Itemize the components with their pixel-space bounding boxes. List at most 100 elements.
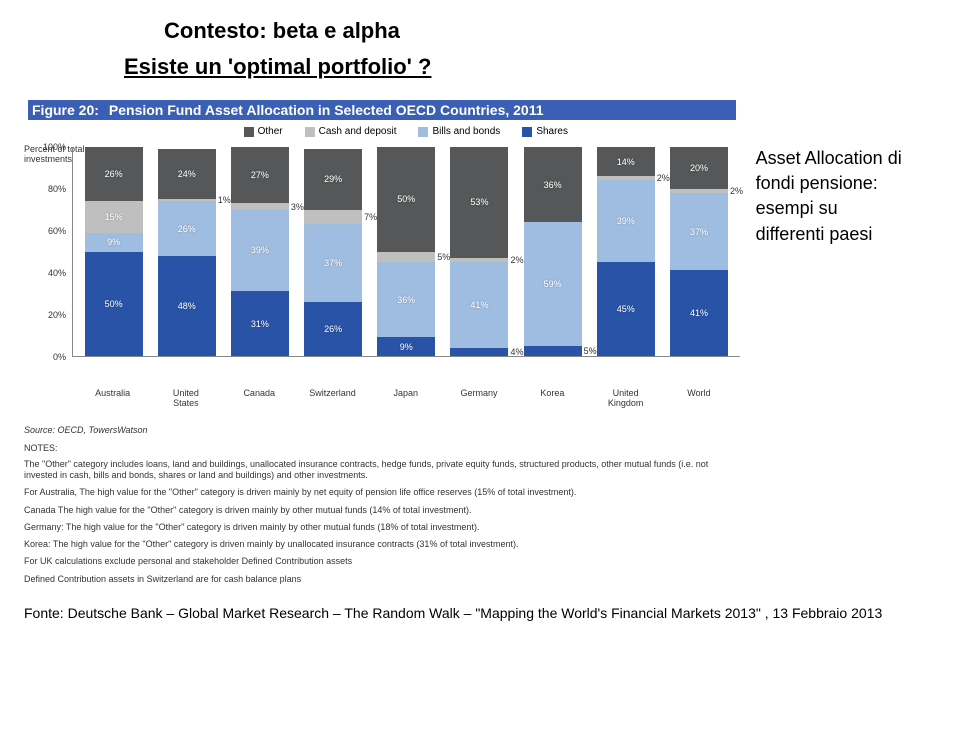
- bar-segment: 41%: [450, 262, 508, 348]
- bar-segment-label: 24%: [178, 169, 196, 179]
- category-label: Australia: [84, 389, 142, 409]
- figure-container: Figure 20: Pension Fund Asset Allocation…: [24, 98, 740, 591]
- bar-segment-label: 5%: [584, 346, 597, 356]
- bar-segment: 27%: [231, 147, 289, 203]
- legend-item: Shares: [522, 126, 568, 137]
- bar-column: 41% 37% 2% 20%: [670, 147, 728, 356]
- legend-item: Other: [244, 126, 283, 137]
- bar-segment-label: 2%: [657, 173, 670, 183]
- legend-label: Cash and deposit: [319, 126, 397, 137]
- bar-segment-label: 26%: [105, 169, 123, 179]
- note-line: The "Other" category includes loans, lan…: [24, 459, 740, 482]
- bar-segment: 50%: [85, 252, 143, 357]
- bar-segment: 39%: [231, 210, 289, 292]
- figure-number: Figure 20:: [28, 100, 103, 120]
- bar-segment-label: 2%: [510, 255, 523, 265]
- bar-column: 4%41%2%53%: [450, 147, 508, 356]
- legend-swatch: [244, 127, 254, 137]
- bar-segment-label: 37%: [690, 227, 708, 237]
- bar-segment-label: 4%: [510, 347, 523, 357]
- bar-segment: 1%: [158, 199, 216, 201]
- bar-segment: 50%: [377, 147, 435, 252]
- bar-segment-label: 31%: [251, 319, 269, 329]
- bar-segment-label: 41%: [470, 300, 488, 310]
- category-label: World: [670, 389, 728, 409]
- bar-segment-label: 14%: [617, 157, 635, 167]
- note-line: For Australia, The high value for the "O…: [24, 487, 740, 498]
- legend-swatch: [418, 127, 428, 137]
- bar-segment: 7%: [304, 210, 362, 225]
- bar-segment-label: 9%: [107, 237, 120, 247]
- category-label: UnitedKingdom: [597, 389, 655, 409]
- note-line: For UK calculations exclude personal and…: [24, 556, 740, 567]
- bar-segment-label: 53%: [470, 197, 488, 207]
- bar-segment-label: 3%: [291, 202, 304, 212]
- bar-segment-label: 39%: [251, 245, 269, 255]
- bar-segment: 26%: [158, 201, 216, 255]
- bar-segment-label: 37%: [324, 258, 342, 268]
- bar-segment: 5%: [524, 346, 582, 356]
- side-line: fondi pensione:: [756, 171, 936, 196]
- bar-segment: 20%: [670, 147, 728, 189]
- bar-segment: 31%: [231, 291, 289, 356]
- category-label: Canada: [230, 389, 288, 409]
- bar-segment-label: 7%: [364, 212, 377, 222]
- bar-segment: 2%: [670, 189, 728, 193]
- bar-segment: 59%: [524, 222, 582, 345]
- bar-column: 45%39%2%14%: [597, 147, 655, 356]
- bar-segment-label: 20%: [690, 163, 708, 173]
- legend-label: Shares: [536, 126, 568, 137]
- bar-segment-label: 9%: [400, 342, 413, 352]
- footer-citation: Fonte: Deutsche Bank – Global Market Res…: [24, 605, 936, 621]
- side-line: Asset Allocation di: [756, 146, 936, 171]
- bar-segment-label: 2%: [730, 186, 743, 196]
- bar-column: 48%26%1%24%: [158, 147, 216, 356]
- bar-segment: 9%: [377, 337, 435, 356]
- bar-segment: 24%: [158, 149, 216, 199]
- notes-heading: NOTES:: [24, 443, 740, 453]
- bar-segment: 26%: [304, 302, 362, 356]
- y-axis-ticks: 0%20%40%60%80%100%: [44, 157, 70, 367]
- legend-swatch: [522, 127, 532, 137]
- category-label: Switzerland: [303, 389, 361, 409]
- bar-segment: 4%: [450, 348, 508, 356]
- bar-segment-label: 41%: [690, 308, 708, 318]
- bar-segment-label: 27%: [251, 170, 269, 180]
- y-tick: 60%: [48, 226, 66, 236]
- slide-title: Contesto: beta e alpha: [164, 18, 936, 44]
- bar-segment: 3%: [231, 203, 289, 209]
- chart-source: Source: OECD, TowersWatson: [24, 425, 740, 435]
- bar-segment-label: 26%: [178, 224, 196, 234]
- side-line: esempi su: [756, 196, 936, 221]
- slide-subtitle: Esiste un 'optimal portfolio' ?: [124, 54, 936, 80]
- bar-segment: 36%: [524, 147, 582, 222]
- figure-title-bar: Figure 20: Pension Fund Asset Allocation…: [24, 98, 740, 122]
- chart-plot: 50%9%15%26%48%26%1%24%31%39%3%27%26%37%7…: [72, 147, 740, 357]
- note-line: Defined Contribution assets in Switzerla…: [24, 574, 740, 585]
- legend-item: Bills and bonds: [418, 126, 500, 137]
- note-line: Korea: The high value for the "Other" ca…: [24, 539, 740, 550]
- bar-segment: 15%: [85, 201, 143, 232]
- y-tick: 100%: [43, 142, 66, 152]
- bar-segment: 29%: [304, 149, 362, 210]
- legend-item: Cash and deposit: [305, 126, 397, 137]
- bar-segment-label: 29%: [324, 174, 342, 184]
- chart-legend: Other Cash and deposit Bills and bonds Shar…: [72, 126, 740, 137]
- bar-segment: 41%: [670, 270, 728, 356]
- bar-segment: 5%: [377, 252, 435, 262]
- bar-segment: 37%: [670, 193, 728, 270]
- y-tick: 20%: [48, 310, 66, 320]
- y-tick: 80%: [48, 184, 66, 194]
- bar-segment: 39%: [597, 180, 655, 262]
- bar-segment-label: 50%: [105, 299, 123, 309]
- bar-segment-label: 1%: [218, 195, 231, 205]
- bar-column: 9% 36% 5%50%: [377, 147, 435, 356]
- y-tick: 0%: [53, 352, 66, 362]
- chart-area: Percent of total investments 0%20%40%60%…: [24, 147, 740, 385]
- bar-segment-label: 26%: [324, 324, 342, 334]
- category-label: Japan: [377, 389, 435, 409]
- bar-segment-label: 36%: [397, 295, 415, 305]
- side-line: differenti paesi: [756, 222, 936, 247]
- side-text: Asset Allocation di fondi pensione: esem…: [740, 98, 936, 247]
- bar-segment-label: 59%: [544, 279, 562, 289]
